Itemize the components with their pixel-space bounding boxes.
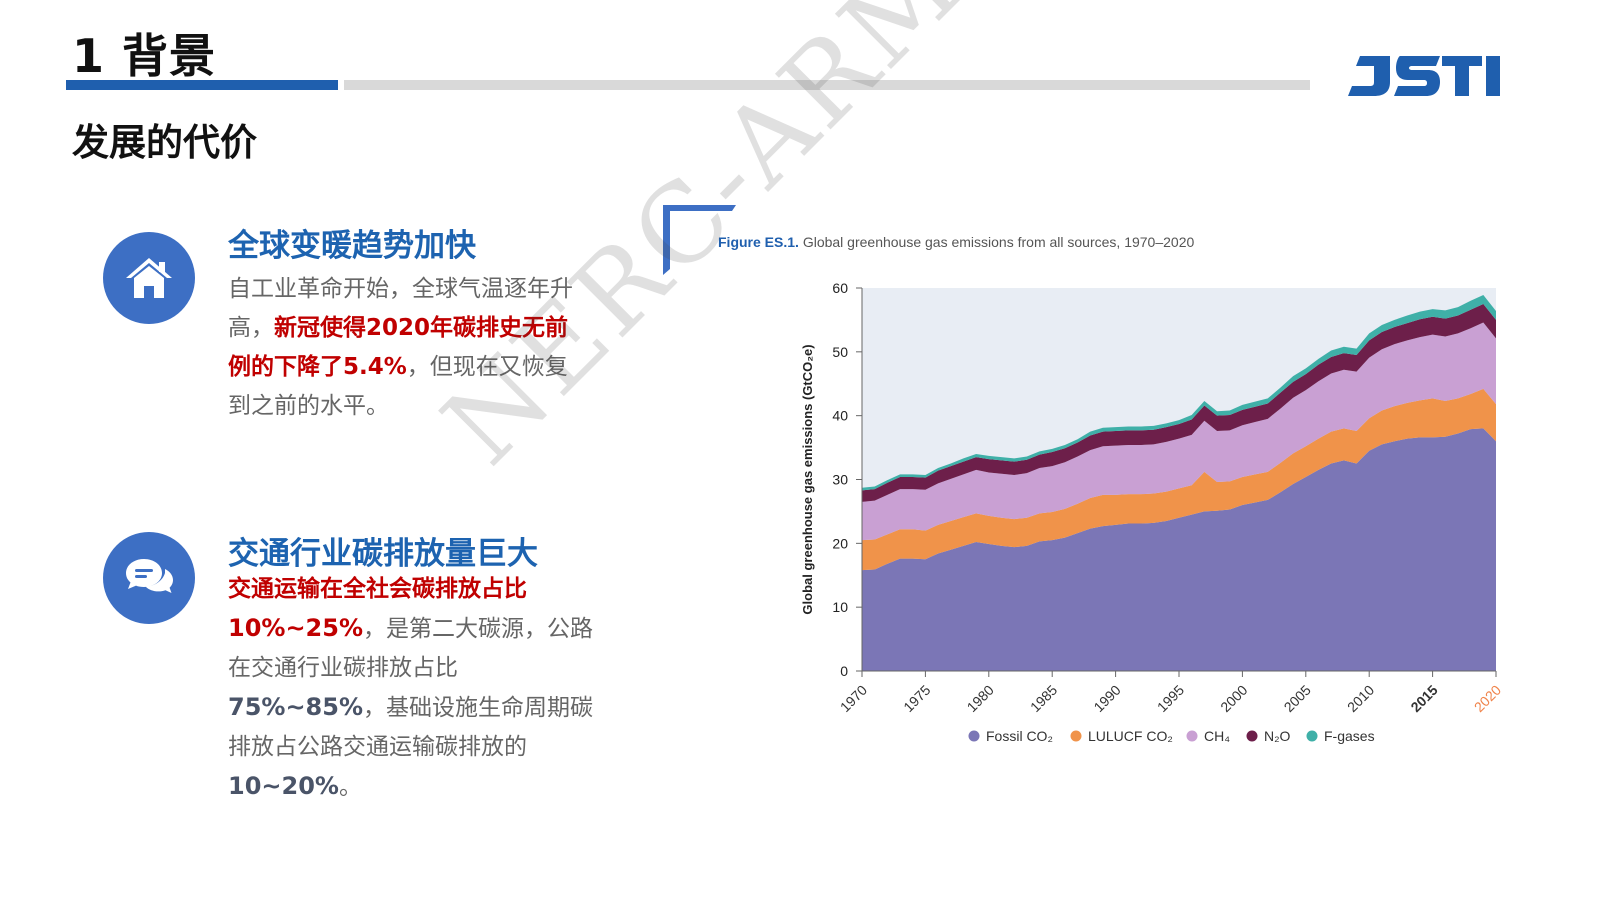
emphasis-number: 10~20% <box>228 772 339 800</box>
x-tick-label: 2005 <box>1281 682 1314 715</box>
x-tick-label: 2000 <box>1217 682 1250 715</box>
body-text: ，基础设施生命周期碳排放占公路交通运输碳排放的 <box>228 695 593 760</box>
y-tick-label: 0 <box>840 663 848 679</box>
x-tick-label: 1995 <box>1154 682 1187 715</box>
body-text: 自工业革命开始，全球气温逐年升高， <box>228 276 573 341</box>
y-tick-label: 60 <box>832 280 848 296</box>
x-tick-label: 1990 <box>1090 682 1123 715</box>
highlight-text: 交通运输在全社会碳排放占比 <box>228 576 527 602</box>
body-text: 。 <box>338 774 362 800</box>
legend-marker <box>1186 730 1198 742</box>
area-series-5 <box>862 295 1496 491</box>
legend-marker <box>1246 730 1258 742</box>
highlight-text: 新冠使得2020年碳排史无前例的下降了5.4% <box>228 315 569 380</box>
body-text: ，是第二大碳源，公路在交通行业碳排放占比 <box>228 616 593 681</box>
legend-marker <box>1306 730 1318 742</box>
chat-bubbles-icon <box>103 532 195 624</box>
x-tick-label: 2015 <box>1407 682 1440 715</box>
figure-caption-text: Global greenhouse gas emissions from all… <box>802 234 1195 250</box>
y-tick-label: 20 <box>832 535 848 551</box>
section-heading-warming: 全球变暖趋势加快 <box>228 228 476 264</box>
area-series-3 <box>862 322 1496 541</box>
legend-label: F-gases <box>1324 728 1375 744</box>
emphasis-number: 75%~85% <box>228 693 363 721</box>
legend-label: N₂O <box>1264 728 1291 744</box>
x-tick-label: 1975 <box>900 682 933 715</box>
legend-label: LULUCF CO₂ <box>1088 728 1173 744</box>
title-underline-accent <box>66 80 338 90</box>
area-series-4 <box>862 303 1496 502</box>
y-tick-label: 10 <box>832 599 848 615</box>
x-tick-label: 1980 <box>964 682 997 715</box>
figure-caption: Figure ES.1. Global greenhouse gas emiss… <box>718 234 1194 250</box>
home-icon <box>103 232 195 324</box>
legend-marker <box>968 730 980 742</box>
y-axis-label: Global greenhouse gas emissions (GtCO₂e) <box>800 344 815 614</box>
section-body-warming: 自工业革命开始，全球气温逐年升高，新冠使得2020年碳排史无前例的下降了5.4%… <box>228 270 590 426</box>
y-tick-label: 50 <box>832 344 848 360</box>
highlight-number: 10%~25% <box>228 614 363 642</box>
figure-label: Figure ES.1. <box>718 234 799 250</box>
legend-label: CH₄ <box>1204 728 1230 744</box>
x-tick-label: 2020 <box>1471 682 1504 715</box>
area-series-1 <box>862 428 1496 671</box>
section-heading-transport: 交通行业碳排放量巨大 <box>228 536 538 572</box>
x-tick-label: 1985 <box>1027 682 1060 715</box>
y-tick-label: 30 <box>832 472 848 488</box>
x-tick-label: 1970 <box>837 682 870 715</box>
page-subtitle: 发展的代价 <box>72 121 257 164</box>
y-tick-label: 40 <box>832 408 848 424</box>
legend-label: Fossil CO₂ <box>986 728 1053 744</box>
body-text: ，但现在又恢复到之前的水平。 <box>228 354 568 419</box>
jsti-logo <box>1348 56 1500 96</box>
corner-bracket <box>663 205 736 275</box>
area-series-2 <box>862 388 1496 571</box>
emissions-stacked-area-chart: 0 10 20 30 40 50 60 Global greenhouse gas emiss… <box>663 205 1504 744</box>
section-body-transport: 交通运输在全社会碳排放占比 10%~25%，是第二大碳源，公路在交通行业碳排放占比… <box>228 570 596 807</box>
x-tick-label: 2010 <box>1344 682 1377 715</box>
title-underline-rule <box>344 80 1310 90</box>
slide-title: 1 背景 <box>72 29 217 83</box>
legend-marker <box>1070 730 1082 742</box>
